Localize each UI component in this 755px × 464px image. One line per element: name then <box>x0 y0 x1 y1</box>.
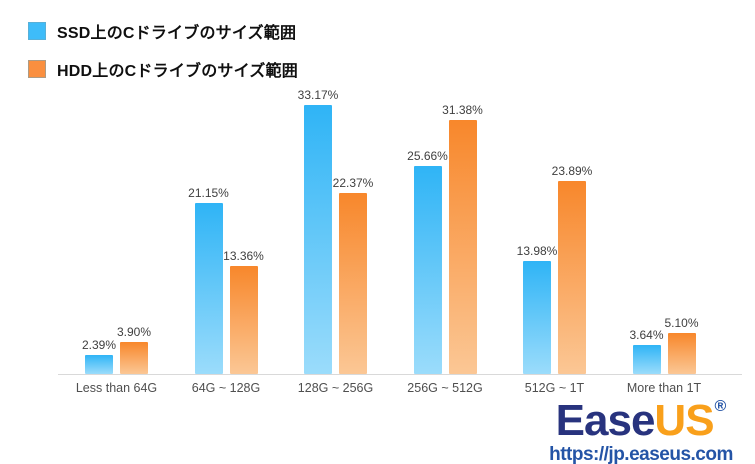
bar-group-0: 2.39% 3.90% <box>82 74 151 374</box>
brand-url-link[interactable]: https://jp.easeus.com <box>549 444 733 464</box>
bar-ssd-5: 3.64% <box>629 328 664 374</box>
bar-hdd-4: 23.89% <box>552 164 592 374</box>
bar-group-4: 13.98% 23.89% <box>517 74 592 374</box>
bar-hdd-2: 22.37% <box>333 176 373 374</box>
x-axis-label-5: More than 1T <box>626 381 702 395</box>
bar-value-label-ssd-5: 3.64% <box>629 327 664 342</box>
bar-value-label-hdd-3: 31.38% <box>442 102 483 117</box>
bar-value-label-ssd-4: 13.98% <box>516 243 558 258</box>
bar-group-1: 21.15% 13.36% <box>188 74 264 374</box>
bar-ssd-1: 21.15% <box>188 186 229 374</box>
bar-value-label-ssd-0: 2.39% <box>81 337 117 352</box>
legend-item-hdd: HDD上のCドライブのサイズ範囲 <box>28 57 298 81</box>
bar-ssd-3: 25.66% <box>407 149 448 374</box>
bar-value-label-hdd-2: 22.37% <box>332 175 374 190</box>
ssd-color-swatch <box>28 22 46 40</box>
bar-group-2: 33.17% 22.37% <box>298 74 373 374</box>
bar-hdd-1: 13.36% <box>223 249 264 374</box>
legend-label-ssd: SSD上のCドライブのサイズ範囲 <box>57 25 297 42</box>
bar-value-label-ssd-3: 25.66% <box>407 149 448 164</box>
brand-block: EaseUS® https://jp.easeus.com <box>538 385 744 464</box>
bar-hdd-5: 5.10% <box>664 316 699 374</box>
x-axis-line <box>58 374 742 375</box>
bar-ssd-2: 33.17% <box>298 88 338 374</box>
bar-ssd-0: 2.39% <box>82 338 116 374</box>
registered-trademark-icon: ® <box>714 398 727 415</box>
bar-value-label-hdd-5: 5.10% <box>664 315 699 330</box>
legend-item-ssd: SSD上のCドライブのサイズ範囲 <box>28 19 298 43</box>
hdd-color-swatch <box>28 60 46 78</box>
bar-hdd-0: 3.90% <box>117 325 151 374</box>
bar-group-3: 25.66% 31.38% <box>407 74 483 374</box>
bar-hdd-3: 31.38% <box>442 103 483 374</box>
bar-value-label-hdd-1: 13.36% <box>223 248 264 263</box>
logo-text-us: US <box>654 396 714 445</box>
bar-value-label-hdd-4: 23.89% <box>551 163 593 178</box>
x-axis-label-1: 64G ~ 128G <box>191 381 261 395</box>
bar-group-5: 3.64% 5.10% <box>629 74 699 374</box>
bar-value-label-ssd-1: 21.15% <box>188 185 229 200</box>
bar-value-label-hdd-0: 3.90% <box>116 325 152 340</box>
x-axis-label-0: Less than 64G <box>75 381 158 395</box>
bar-ssd-4: 13.98% <box>517 244 557 374</box>
bar-value-label-ssd-2: 33.17% <box>297 88 339 103</box>
x-axis-label-4: 512G ~ 1T <box>524 381 585 395</box>
logo-text-ease: Ease <box>555 396 656 445</box>
easeus-logo: EaseUS® <box>538 385 744 443</box>
x-axis-label-3: 256G ~ 512G <box>407 381 483 395</box>
x-axis-label-2: 128G ~ 256G <box>297 381 374 395</box>
legend-label-hdd: HDD上のCドライブのサイズ範囲 <box>57 63 298 80</box>
legend: SSD上のCドライブのサイズ範囲 HDD上のCドライブのサイズ範囲 <box>28 19 298 95</box>
